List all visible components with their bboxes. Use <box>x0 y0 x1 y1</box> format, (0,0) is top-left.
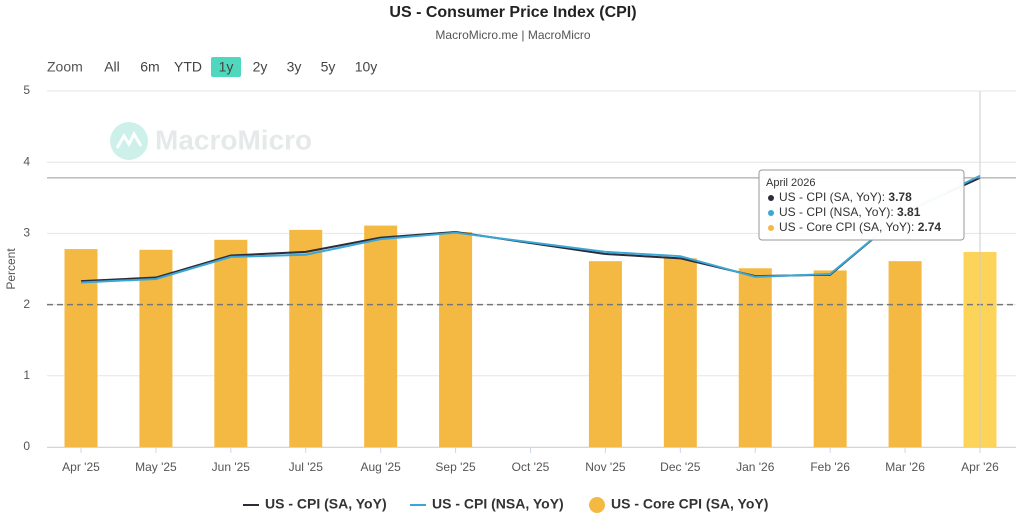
line-series <box>80 231 456 284</box>
zoom-button-bg <box>211 57 241 77</box>
tooltip-label: US - Core CPI (SA, YoY): <box>779 220 914 234</box>
x-tick-label: Nov '25 <box>585 460 626 474</box>
x-tick-label: May '25 <box>135 460 177 474</box>
y-tick-label: 2 <box>23 297 30 311</box>
tooltip-box <box>758 169 965 241</box>
zoom-button[interactable]: 2y <box>253 59 268 75</box>
y-tick-label: 5 <box>23 83 30 97</box>
tooltip-row: US - CPI (NSA, YoY): 3.81 <box>779 205 921 219</box>
zoom-button[interactable]: All <box>104 59 120 75</box>
zoom-button[interactable]: YTD <box>174 59 202 75</box>
x-tick-label: Jul '25 <box>289 460 324 474</box>
tooltip-value: 3.81 <box>897 205 921 219</box>
bar <box>289 229 323 447</box>
x-tick-label: Apr '26 <box>961 460 999 474</box>
tooltip-label: US - CPI (SA, YoY): <box>779 190 885 204</box>
tooltip-label: US - CPI (NSA, YoY): <box>779 205 894 219</box>
bar <box>888 261 922 447</box>
tooltip-dot <box>768 225 774 231</box>
legend-symbol <box>589 497 605 513</box>
y-tick-label: 3 <box>23 226 30 240</box>
zoom-button[interactable]: 6m <box>140 59 159 75</box>
x-tick-label: Jun '25 <box>212 460 251 474</box>
x-tick-label: Sep '25 <box>435 460 476 474</box>
bar <box>364 225 398 447</box>
x-tick-label: Aug '25 <box>361 460 402 474</box>
watermark-text: MacroMicro <box>155 124 312 155</box>
y-tick-label: 0 <box>23 439 30 453</box>
legend-label[interactable]: US - CPI (SA, YoY) <box>265 496 387 512</box>
x-tick-label: Apr '25 <box>62 460 100 474</box>
tooltip-value: 3.78 <box>888 190 912 204</box>
tooltip-value: 2.74 <box>918 220 942 234</box>
y-axis-title: Percent <box>4 248 18 290</box>
x-tick-label: Oct '25 <box>512 460 550 474</box>
bar <box>813 270 847 447</box>
line-bridge <box>455 231 606 253</box>
bar <box>439 231 473 447</box>
zoom-button[interactable]: 5y <box>321 59 336 75</box>
bar <box>214 239 248 447</box>
watermark: MacroMicro <box>110 122 312 160</box>
x-tick-label: Dec '25 <box>660 460 701 474</box>
y-tick-label: 4 <box>23 154 30 168</box>
bar <box>738 268 772 447</box>
tooltip-dot <box>768 195 774 201</box>
tooltip-dot <box>768 210 774 216</box>
tooltip-row: US - Core CPI (SA, YoY): 2.74 <box>779 220 941 234</box>
bar <box>663 258 697 447</box>
x-tick-label: Feb '26 <box>810 460 850 474</box>
zoom-button[interactable]: 3y <box>287 59 302 75</box>
legend-label[interactable]: US - CPI (NSA, YoY) <box>432 496 564 512</box>
bar <box>64 249 98 447</box>
bar <box>139 249 173 447</box>
zoom-label: Zoom <box>47 59 83 75</box>
zoom-button[interactable]: 1y <box>219 59 234 75</box>
y-tick-label: 1 <box>23 368 30 382</box>
x-tick-label: Jan '26 <box>736 460 775 474</box>
legend-label[interactable]: US - Core CPI (SA, YoY) <box>611 496 768 512</box>
bar <box>588 261 622 447</box>
line-series <box>80 230 456 283</box>
tooltip-row: US - CPI (SA, YoY): 3.78 <box>779 190 912 204</box>
tooltip-title: April 2026 <box>766 177 816 189</box>
x-tick-label: Mar '26 <box>885 460 925 474</box>
zoom-button[interactable]: 10y <box>355 59 378 75</box>
chart-title: US - Consumer Price Index (CPI) <box>389 4 636 21</box>
chart-subtitle: MacroMicro.me | MacroMicro <box>435 28 590 42</box>
